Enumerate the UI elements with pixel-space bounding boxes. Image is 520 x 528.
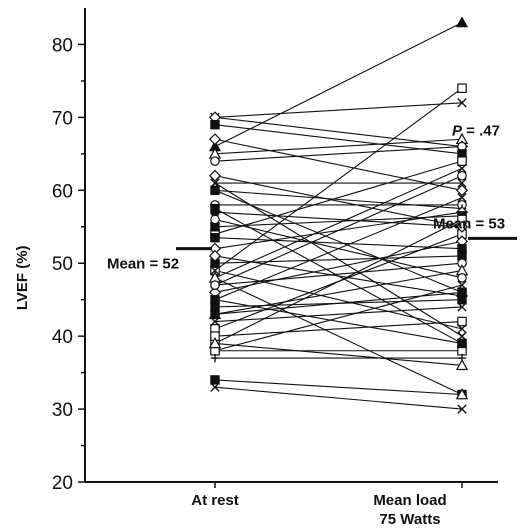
load-point: [457, 98, 467, 108]
rest-point: [208, 169, 222, 182]
subject-line: [214, 342, 463, 366]
subject-line: [214, 138, 463, 191]
p-value-label: P = .47: [452, 123, 500, 140]
subject-line: [214, 386, 463, 410]
subject-line: [214, 146, 463, 162]
subject-line: [214, 189, 463, 293]
rest-point: [208, 133, 222, 146]
load-point: [457, 287, 467, 298]
x-category-label-load: 75 Watts: [379, 511, 440, 528]
subject-line: [214, 321, 463, 337]
subject-line: [214, 306, 463, 323]
rest-point: [210, 214, 220, 225]
subject-line: [214, 208, 463, 344]
rest-point: [208, 337, 222, 349]
subject-line: [214, 269, 463, 330]
rest-point: [210, 233, 220, 243]
subject-line: [214, 22, 463, 148]
rest-point: [210, 265, 220, 276]
rest-point: [210, 280, 220, 290]
rest-point: [210, 119, 220, 130]
subject-line: [214, 160, 463, 235]
y-tick-label: 80: [52, 35, 73, 56]
y-tick-label: 50: [52, 254, 73, 275]
x-category-label-rest: At rest: [191, 492, 239, 509]
y-tick-label: 60: [52, 181, 73, 202]
subject-line: [214, 277, 463, 395]
rest-point: [210, 294, 220, 305]
load-point: [457, 338, 467, 349]
load-point: [455, 184, 469, 197]
subject-line: [214, 262, 463, 286]
load-point: [455, 388, 469, 400]
load-point: [457, 273, 467, 283]
subject-line: [214, 87, 463, 271]
load-point: [455, 16, 469, 28]
subject-line: [214, 182, 463, 337]
subject-line: [214, 167, 463, 279]
subject-line: [214, 237, 463, 250]
subject-line: [214, 116, 463, 148]
subject-line: [214, 291, 463, 315]
y-tick-label: 30: [52, 400, 73, 421]
subject-line: [214, 215, 463, 228]
subject-line: [214, 102, 463, 118]
load-point: [457, 83, 467, 94]
load-point: [457, 324, 467, 334]
p-value-italic: P: [452, 123, 463, 140]
mean-label-rest: Mean = 52: [107, 256, 179, 273]
subject-line: [214, 189, 463, 210]
subject-line: [214, 211, 463, 228]
mean-label-load: Mean = 53: [433, 215, 505, 232]
load-point: [457, 178, 467, 188]
load-point: [457, 192, 467, 203]
y-axis-label: LVEF (%): [14, 245, 31, 310]
load-point: [455, 358, 469, 371]
rest-point: [210, 178, 220, 188]
rest-point: [210, 185, 220, 196]
subject-line: [214, 124, 463, 155]
rest-point: [210, 382, 220, 392]
load-point: [457, 163, 467, 174]
load-point: [455, 220, 469, 233]
subject-line: [214, 175, 463, 228]
x-category-label-load: Mean load: [373, 492, 446, 509]
load-point: [457, 156, 467, 166]
y-tick-label: 40: [52, 327, 73, 348]
load-point: [457, 404, 467, 414]
rest-point: [210, 375, 220, 385]
subject-line: [214, 175, 463, 286]
rest-point: [208, 249, 222, 262]
rest-point: [210, 353, 220, 363]
subject-line: [214, 379, 463, 396]
p-value-number: = .47: [462, 123, 500, 140]
load-point: [457, 316, 467, 327]
rest-point: [210, 203, 220, 214]
subject-line: [214, 218, 463, 279]
subject-line: [214, 299, 463, 344]
y-tick-label: 20: [52, 473, 73, 494]
subject-line: [214, 240, 463, 293]
load-point: [457, 302, 467, 312]
rest-point: [210, 309, 220, 319]
y-tick-label: 70: [52, 108, 73, 129]
load-point: [457, 170, 467, 181]
rest-point: [210, 156, 220, 166]
